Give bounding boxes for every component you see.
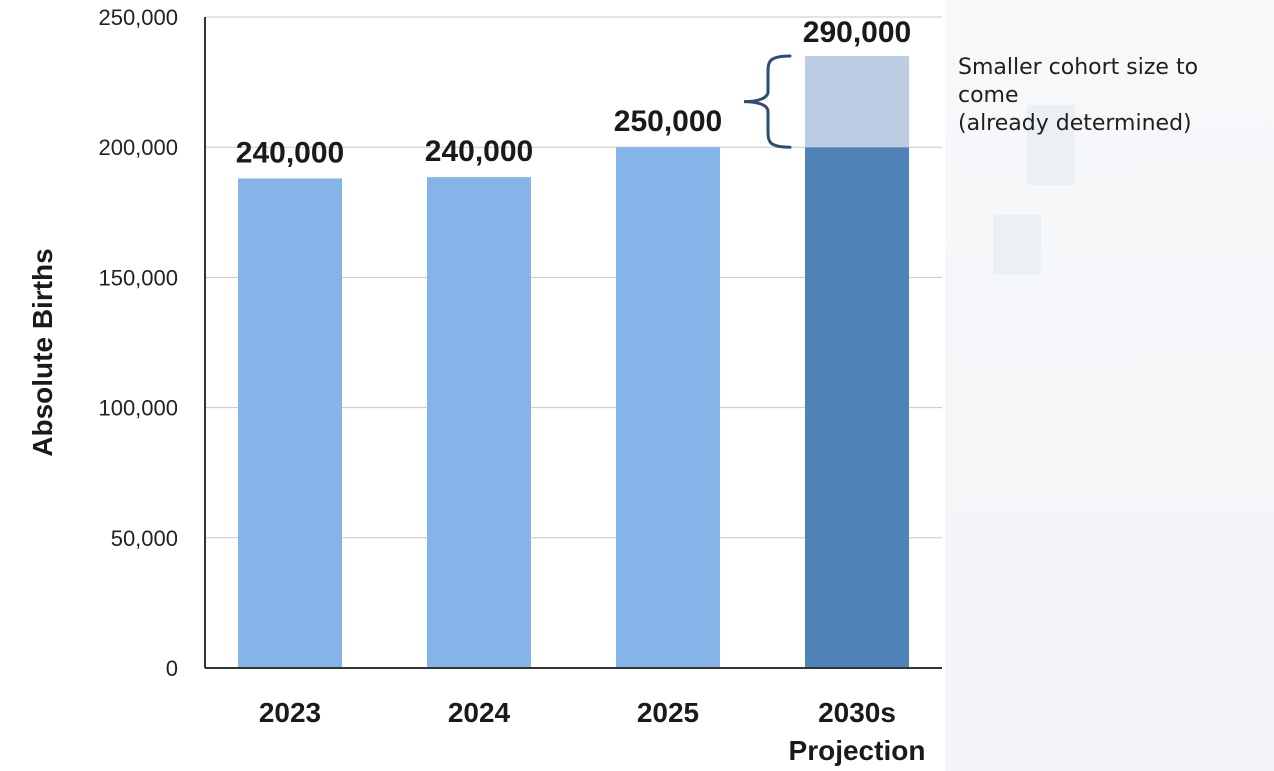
bar [427, 177, 531, 668]
background-panel [945, 0, 1274, 771]
x-tick-label: 2025 [637, 697, 699, 728]
x-tick-label: 2023 [259, 697, 321, 728]
axes [204, 17, 942, 669]
y-tick-label: 150,000 [98, 265, 178, 290]
y-axis-title: Absolute Births [27, 248, 58, 456]
annotation-line: (already determined) [958, 111, 1192, 136]
y-tick-label: 250,000 [98, 5, 178, 30]
data-label: 240,000 [236, 136, 344, 169]
x-tick-label: 2024 [448, 697, 511, 728]
bar-stack-segment [805, 56, 909, 148]
bar [805, 147, 909, 668]
bars [238, 56, 909, 668]
y-tick-label: 200,000 [98, 135, 178, 160]
bar [238, 178, 342, 668]
decorative-shape [993, 215, 1041, 275]
data-label: 250,000 [614, 105, 722, 138]
y-tick-label: 0 [166, 656, 178, 681]
y-tick-label: 100,000 [98, 396, 178, 421]
y-tick-label: 50,000 [111, 526, 178, 551]
bar [616, 147, 720, 668]
data-label: 240,000 [425, 135, 533, 168]
annotation-line: Smaller cohort size to [958, 55, 1199, 80]
brace-icon [743, 54, 792, 149]
x-tick-label: 2030s [818, 697, 896, 728]
decorative-shape [1027, 105, 1075, 185]
data-label: 290,000 [803, 16, 911, 49]
x-tick-label: Projection [789, 735, 926, 766]
bar-chart: 0 50,000 100,000 150,000 200,000 250,000 240,0… [27, 5, 942, 766]
labels: 0 50,000 100,000 150,000 200,000 250,000 240,0… [98, 5, 925, 766]
annotation-line: come [958, 83, 1019, 108]
annotation-text: Smaller cohort size to come (already det… [958, 54, 1258, 138]
